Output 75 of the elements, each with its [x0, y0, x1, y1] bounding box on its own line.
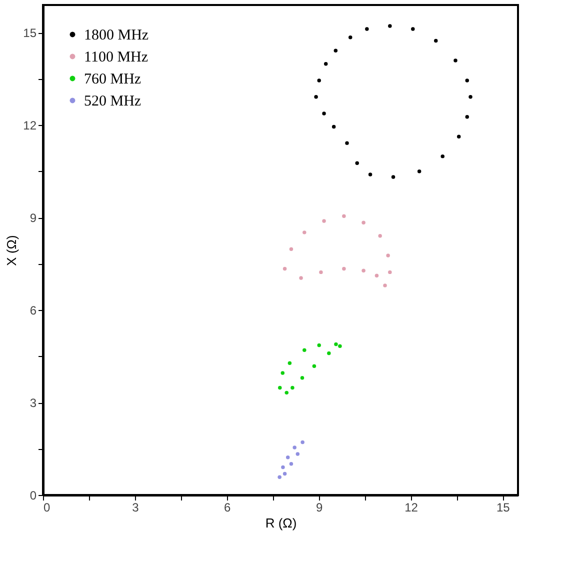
- point: [286, 456, 290, 460]
- point: [391, 175, 396, 179]
- legend-label: 1100 MHz: [84, 50, 148, 66]
- y-tick-label: 12: [23, 118, 37, 133]
- point: [374, 274, 379, 278]
- y-tick-label: 9: [30, 211, 37, 226]
- point: [282, 472, 287, 476]
- point: [388, 270, 392, 274]
- point: [317, 343, 321, 348]
- point: [278, 386, 282, 390]
- point: [342, 266, 346, 271]
- y-tick-label: 6: [30, 304, 37, 318]
- point: [465, 78, 469, 82]
- point: [322, 112, 326, 116]
- point: [456, 134, 461, 138]
- y-tick-label: 0: [30, 488, 37, 502]
- point: [319, 270, 323, 274]
- point: [300, 376, 304, 380]
- point: [284, 390, 288, 395]
- point: [288, 361, 292, 365]
- point: [378, 234, 382, 238]
- point: [417, 170, 422, 174]
- point: [322, 219, 326, 223]
- point: [411, 27, 415, 31]
- point: [300, 440, 304, 444]
- point: [434, 38, 438, 43]
- point: [334, 48, 338, 52]
- point: [334, 342, 338, 346]
- point: [324, 62, 328, 66]
- point: [282, 266, 287, 271]
- point: [278, 475, 282, 479]
- legend-label: 520 MHz: [84, 94, 142, 110]
- point: [314, 94, 318, 99]
- point: [299, 276, 303, 280]
- x-tick-label: 9: [316, 500, 323, 514]
- point: [465, 115, 469, 119]
- point: [317, 78, 321, 82]
- point: [440, 154, 444, 158]
- point: [342, 214, 346, 218]
- point: [302, 348, 306, 352]
- point: [365, 27, 369, 31]
- point: [368, 172, 372, 176]
- point: [362, 268, 366, 273]
- point: [280, 371, 285, 375]
- point: [312, 364, 316, 368]
- point: [454, 58, 458, 62]
- point: [281, 465, 285, 470]
- y-tick-label: 3: [30, 396, 37, 410]
- point: [383, 284, 387, 288]
- point: [355, 161, 359, 165]
- point: [332, 124, 336, 129]
- x-tick-label: 3: [132, 500, 140, 514]
- x-tick-label: 12: [404, 500, 418, 514]
- point: [338, 344, 342, 348]
- y-axis-title: X (Ω): [4, 235, 20, 266]
- point: [289, 462, 294, 466]
- y-tick-label: 15: [23, 26, 37, 40]
- point: [296, 452, 300, 456]
- point: [327, 351, 331, 356]
- point: [348, 35, 352, 40]
- x-tick-label: 15: [496, 500, 510, 514]
- x-tick-label: 0: [44, 500, 50, 514]
- x-axis-title: R (Ω): [265, 516, 297, 530]
- point: [290, 386, 294, 390]
- x-tick-label: 6: [224, 500, 232, 514]
- point: [362, 220, 366, 224]
- point: [468, 94, 472, 99]
- point: [345, 141, 349, 145]
- point: [302, 230, 306, 234]
- legend-label: 760 MHz: [84, 72, 142, 88]
- point: [289, 247, 294, 251]
- legend-label: 1800 MHz: [84, 28, 149, 44]
- point: [386, 254, 390, 258]
- point: [388, 24, 392, 28]
- point: [292, 446, 296, 450]
